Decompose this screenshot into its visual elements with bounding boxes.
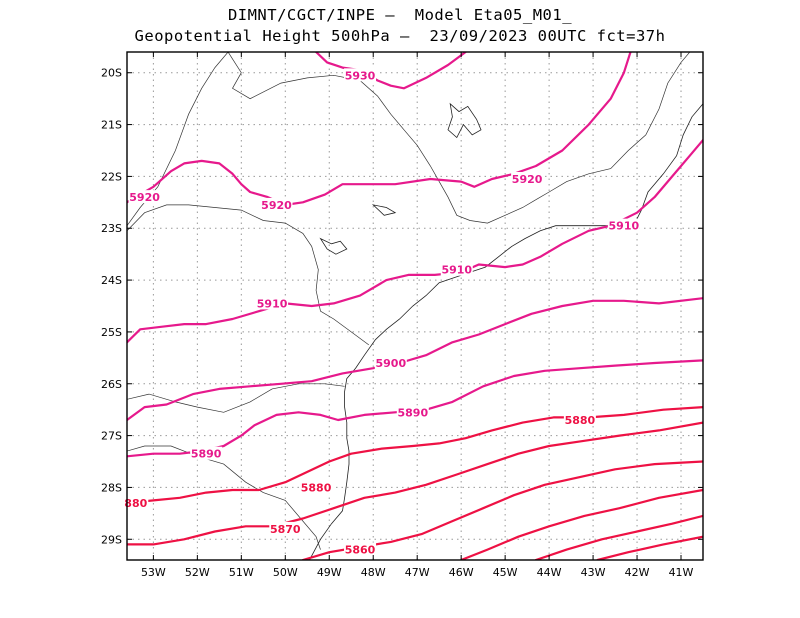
- x-tick-label: 50W: [273, 566, 298, 579]
- lake-outline: [447, 102, 482, 139]
- geography: [127, 52, 703, 560]
- x-tick-label: 42W: [625, 566, 650, 579]
- contour-5910: [127, 139, 703, 344]
- axis-ticks: 53W 52W 51W 50W 49W 48W 47W 46W 45W 44W 43W 42W 41W 2…: [101, 52, 703, 579]
- contour-5930: [315, 52, 467, 90]
- contour-label: 5910: [257, 297, 288, 310]
- contour-label: 5890: [191, 448, 222, 461]
- lake-outline: [371, 204, 397, 216]
- x-tick-label: 47W: [405, 566, 430, 579]
- contour-5920: [127, 52, 632, 206]
- title-line-1: DIMNT/CGCT/INPE — Model Eta05_M01_: [227, 6, 573, 24]
- x-tick-label: 41W: [669, 566, 694, 579]
- state-border: [535, 52, 691, 201]
- contour-5840: [534, 514, 703, 560]
- contour-label-bg: [607, 218, 640, 232]
- contours: [127, 52, 703, 560]
- y-tick-label: 29S: [101, 533, 122, 546]
- contour-5870: [127, 421, 703, 546]
- contour-label: 5900: [376, 357, 407, 370]
- y-tick-label: 26S: [101, 378, 122, 391]
- contour-label: 5920: [129, 191, 160, 204]
- x-tick-label: 49W: [317, 566, 342, 579]
- contour-label-bg: [396, 405, 429, 419]
- contour-label: 5860: [345, 544, 376, 557]
- contour-label-bg: [128, 190, 161, 204]
- contour-label-bg: [511, 172, 544, 185]
- contour-label-bg: [300, 480, 333, 494]
- state-border: [127, 445, 321, 550]
- contour-label-bg: [374, 356, 407, 370]
- contour-label: 5880: [301, 481, 332, 494]
- y-tick-label: 24S: [101, 274, 122, 287]
- x-tick-label: 45W: [493, 566, 518, 579]
- gridlines: [127, 52, 703, 560]
- contour-label: 5880: [565, 414, 596, 427]
- contour-labels: 5930 5920 5920 5920 5910 5910 5910 5900 5890 5880…: [123, 68, 640, 557]
- y-tick-label: 20S: [101, 67, 122, 80]
- contour-5900: [127, 297, 703, 422]
- contour-5850: [460, 488, 703, 560]
- y-tick-label: 23S: [101, 222, 122, 235]
- contour-label-bg: [260, 197, 293, 211]
- state-border: [127, 383, 345, 413]
- contour-label: 880: [124, 497, 147, 510]
- x-tick-label: 51W: [229, 566, 254, 579]
- y-tick-label: 27S: [101, 430, 122, 443]
- x-tick-label: 46W: [449, 566, 474, 579]
- x-tick-label: 53W: [141, 566, 166, 579]
- contour-label: 5920: [512, 173, 543, 186]
- plot-frame: [126, 51, 704, 561]
- contour-label: 5930: [345, 69, 376, 82]
- y-tick-label: 28S: [101, 481, 122, 494]
- state-border: [127, 204, 370, 346]
- contour-label-bg: [440, 262, 473, 276]
- contour-label-bg: [269, 521, 302, 535]
- title-line-2: Geopotential Height 500hPa — 23/09/2023 …: [134, 27, 666, 45]
- contour-label-bg: [190, 446, 223, 460]
- y-tick-label: 25S: [101, 326, 122, 339]
- contour-label: 5920: [261, 199, 292, 212]
- x-tick-label: 43W: [581, 566, 606, 579]
- y-tick-label: 21S: [101, 119, 122, 132]
- contour-label-bg: [256, 296, 289, 310]
- contour-label-bg: [123, 495, 149, 509]
- contour-5830: [596, 535, 703, 560]
- contour-label: 5910: [609, 220, 640, 233]
- state-border: [127, 52, 229, 226]
- contour-label-bg: [344, 542, 377, 556]
- contour-label-bg: [344, 68, 377, 82]
- x-tick-label: 48W: [361, 566, 386, 579]
- x-tick-label: 52W: [185, 566, 210, 579]
- y-tick-label: 22S: [101, 170, 122, 183]
- state-border: [227, 52, 537, 224]
- contour-label-bg: [563, 413, 596, 427]
- lake-outline: [319, 237, 348, 255]
- contour-label: 5890: [397, 406, 428, 419]
- contour-label: 5870: [270, 523, 301, 536]
- contour-label: 5910: [441, 264, 472, 277]
- coastline: [309, 103, 703, 560]
- x-tick-label: 44W: [537, 566, 562, 579]
